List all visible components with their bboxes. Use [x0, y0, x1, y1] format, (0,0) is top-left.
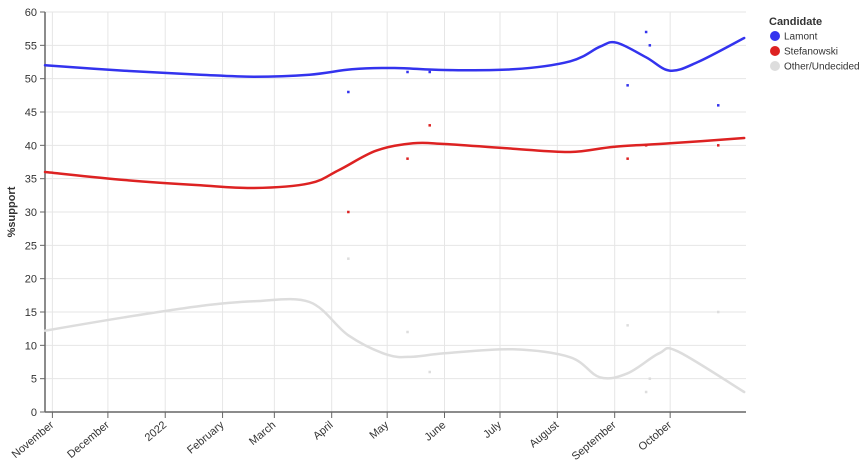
x-tick-label: October: [636, 419, 674, 454]
lamont-poll-point: [626, 84, 629, 87]
lamont-poll-point: [406, 70, 409, 74]
x-tick-label: June: [422, 419, 448, 444]
x-tick-label: 2022: [143, 419, 169, 444]
y-tick-label: 60: [25, 7, 37, 19]
x-tick-label: September: [570, 419, 619, 463]
lamont-poll-point: [428, 70, 431, 74]
legend-title: Candidate: [769, 16, 822, 28]
y-tick-label: 40: [25, 140, 37, 152]
y-tick-label: 15: [25, 307, 37, 319]
y-tick-label: 5: [31, 374, 37, 386]
x-tick-label: May: [367, 419, 391, 442]
other-undecided-poll-point: [644, 390, 648, 394]
x-tick-label: August: [527, 419, 561, 450]
lamont-poll-point: [648, 44, 652, 47]
lamont-poll-point: [644, 30, 648, 34]
legend-item-other-undecided[interactable]: Other/Undecided: [770, 61, 860, 73]
legend-label-lamont: Lamont: [784, 32, 818, 43]
y-tick-label: 45: [25, 107, 37, 119]
legend-item-stefanowski[interactable]: Stefanowski: [770, 46, 838, 58]
y-tick-label: 55: [25, 40, 37, 52]
other-undecided-poll-point: [626, 324, 629, 327]
stefanowski-trend-line: [43, 136, 746, 190]
other-undecided-poll-point: [648, 377, 652, 380]
stefanowski-poll-point: [717, 144, 720, 147]
legend-item-lamont[interactable]: Lamont: [770, 31, 818, 43]
other-undecided-poll-point: [717, 310, 720, 314]
lamont-poll-point: [347, 90, 350, 94]
y-axis: 0 5 10 15 20 25 30 35 40 45 50 55 60: [25, 7, 46, 419]
y-tick-label: 25: [25, 240, 37, 252]
x-tick-label: March: [247, 419, 278, 448]
y-tick-label: 50: [25, 74, 37, 86]
stefanowski-poll-point: [626, 157, 629, 160]
x-tick-label: November: [10, 419, 57, 461]
x-tick-label: April: [311, 419, 336, 442]
y-tick-label: 0: [31, 407, 37, 419]
series-lamont: [43, 30, 746, 107]
other-undecided-poll-point: [347, 257, 350, 260]
grid: [45, 11, 746, 413]
y-tick-label: 35: [25, 174, 37, 186]
stefanowski-poll-point: [347, 210, 350, 214]
lamont-poll-point: [717, 104, 720, 107]
series-layer: [43, 30, 746, 394]
x-tick-label: December: [65, 419, 112, 461]
y-tick-label: 20: [25, 274, 37, 286]
legend-label-other-undecided: Other/Undecided: [784, 62, 860, 73]
y-tick-label: 10: [25, 340, 37, 352]
x-tick-label: July: [481, 419, 504, 441]
series-stefanowski: [43, 124, 746, 214]
other-undecided-trend-line: [43, 297, 746, 394]
other-undecided-poll-point: [406, 330, 409, 334]
stefanowski-poll-point: [406, 157, 409, 160]
other-undecided-poll-point: [428, 370, 431, 374]
x-tick-label: February: [185, 419, 227, 457]
legend-swatch-lamont: [770, 31, 780, 41]
x-axis: November December 2022 February March April Ma…: [10, 411, 746, 463]
legend[interactable]: Candidate Lamont Stefanowski Other/Undecid…: [769, 16, 860, 73]
y-tick-label: 30: [25, 207, 37, 219]
lamont-trend-line: [43, 36, 746, 78]
series-other-undecided: [43, 257, 746, 394]
y-axis-title: %support: [6, 186, 18, 237]
legend-swatch-other-undecided: [770, 61, 780, 71]
legend-label-stefanowski: Stefanowski: [784, 47, 838, 58]
stefanowski-poll-point: [428, 124, 431, 127]
legend-swatch-stefanowski: [770, 46, 780, 56]
